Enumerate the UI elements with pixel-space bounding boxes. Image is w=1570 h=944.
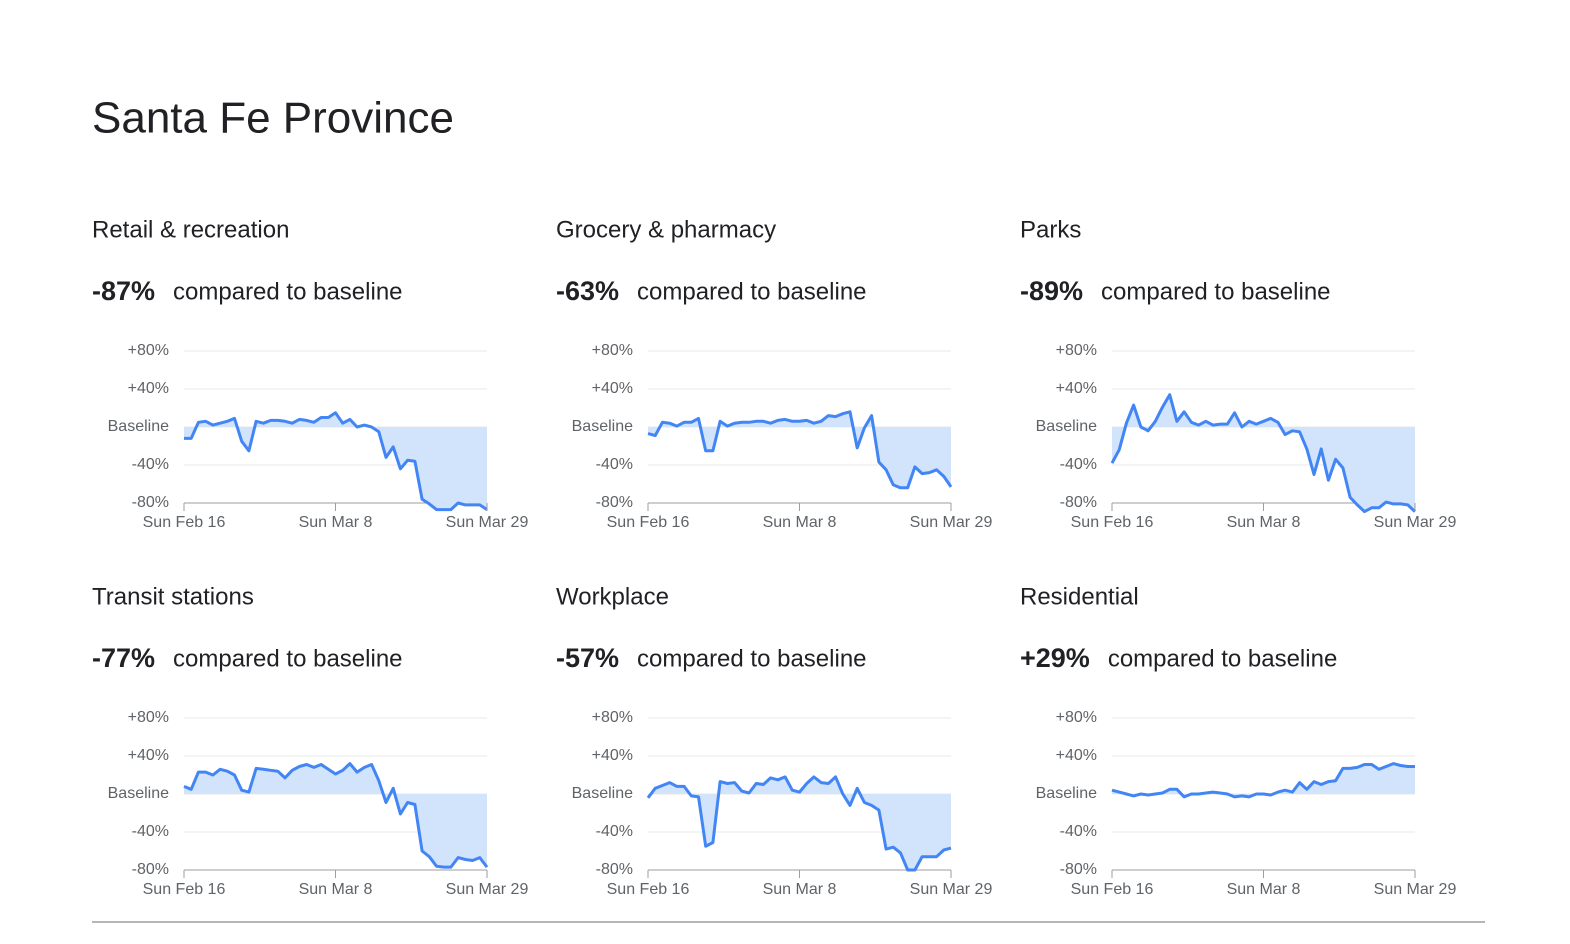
headline-text: compared to baseline — [173, 645, 402, 672]
y-tick-label: +40% — [592, 747, 633, 764]
y-tick-label: -80% — [596, 494, 633, 511]
x-tick-label: Sun Mar 8 — [1227, 514, 1301, 531]
y-tick-label: -40% — [1060, 823, 1097, 840]
area — [184, 763, 487, 868]
page-title: Santa Fe Province — [92, 94, 454, 143]
y-tick-label: +40% — [1056, 747, 1097, 764]
y-tick-label: -80% — [132, 861, 169, 878]
y-tick-label: +40% — [592, 380, 633, 397]
y-tick-label: Baseline — [108, 418, 169, 435]
x-tick-label: Sun Mar 8 — [763, 514, 837, 531]
headline-value: -89% — [1020, 276, 1083, 306]
chart-title: Grocery & pharmacy — [556, 216, 776, 243]
chart-title: Parks — [1020, 216, 1081, 243]
y-tick-label: -40% — [1060, 456, 1097, 473]
y-tick-label: +80% — [1056, 342, 1097, 359]
x-tick-label: Sun Feb 16 — [1071, 514, 1154, 531]
x-tick-label: Sun Feb 16 — [607, 881, 690, 898]
area — [184, 412, 487, 510]
line — [1111, 762, 1415, 799]
headline-text: compared to baseline — [637, 278, 866, 305]
y-tick-label: Baseline — [572, 418, 633, 435]
headline-value: -63% — [556, 276, 619, 306]
y-tick-label: -40% — [596, 823, 633, 840]
headline-text: compared to baseline — [1101, 278, 1330, 305]
y-tick-label: +80% — [592, 342, 633, 359]
x-tick-label: Sun Mar 29 — [910, 881, 993, 898]
chart-title: Residential — [1020, 583, 1139, 610]
x-tick-label: Sun Feb 16 — [1071, 881, 1154, 898]
y-tick-label: +40% — [128, 747, 169, 764]
headline-value: -57% — [556, 643, 619, 673]
x-tick-label: Sun Mar 29 — [910, 514, 993, 531]
chart-title: Transit stations — [92, 583, 254, 610]
y-tick-label: -80% — [132, 494, 169, 511]
line — [184, 411, 488, 512]
x-tick-label: Sun Mar 29 — [446, 514, 529, 531]
chart-title: Workplace — [556, 583, 669, 610]
y-tick-label: Baseline — [1036, 418, 1097, 435]
headline-text: compared to baseline — [1108, 645, 1337, 672]
headline-text: compared to baseline — [637, 645, 866, 672]
y-tick-label: -80% — [1060, 494, 1097, 511]
y-tick-label: Baseline — [572, 785, 633, 802]
y-tick-label: Baseline — [108, 785, 169, 802]
x-tick-label: Sun Mar 29 — [1374, 881, 1457, 898]
headline-value: -77% — [92, 643, 155, 673]
x-tick-label: Sun Mar 29 — [446, 881, 529, 898]
chart-title: Retail & recreation — [92, 216, 289, 243]
y-tick-label: -80% — [1060, 861, 1097, 878]
headline-text: compared to baseline — [173, 278, 402, 305]
y-tick-label: Baseline — [1036, 785, 1097, 802]
area — [648, 776, 951, 870]
line — [647, 410, 953, 490]
line — [183, 762, 489, 869]
x-tick-label: Sun Feb 16 — [607, 514, 690, 531]
y-tick-label: -80% — [596, 861, 633, 878]
y-tick-label: +40% — [1056, 380, 1097, 397]
y-tick-label: +40% — [128, 380, 169, 397]
y-tick-label: -40% — [132, 823, 169, 840]
area — [1112, 394, 1415, 512]
area — [1112, 763, 1415, 797]
x-tick-label: Sun Mar 8 — [763, 881, 837, 898]
y-tick-label: -40% — [132, 456, 169, 473]
x-tick-label: Sun Feb 16 — [143, 881, 226, 898]
y-tick-label: +80% — [128, 342, 169, 359]
area — [648, 411, 951, 488]
headline-value: +29% — [1020, 643, 1090, 673]
x-tick-label: Sun Mar 29 — [1374, 514, 1457, 531]
y-tick-label: +80% — [128, 709, 169, 726]
y-tick-label: +80% — [592, 709, 633, 726]
x-tick-label: Sun Feb 16 — [143, 514, 226, 531]
line — [646, 775, 952, 872]
x-tick-label: Sun Mar 8 — [1227, 881, 1301, 898]
line — [1110, 393, 1417, 514]
headline-value: -87% — [92, 276, 155, 306]
x-tick-label: Sun Mar 8 — [299, 514, 373, 531]
y-tick-label: -40% — [596, 456, 633, 473]
y-tick-label: +80% — [1056, 709, 1097, 726]
x-tick-label: Sun Mar 8 — [299, 881, 373, 898]
